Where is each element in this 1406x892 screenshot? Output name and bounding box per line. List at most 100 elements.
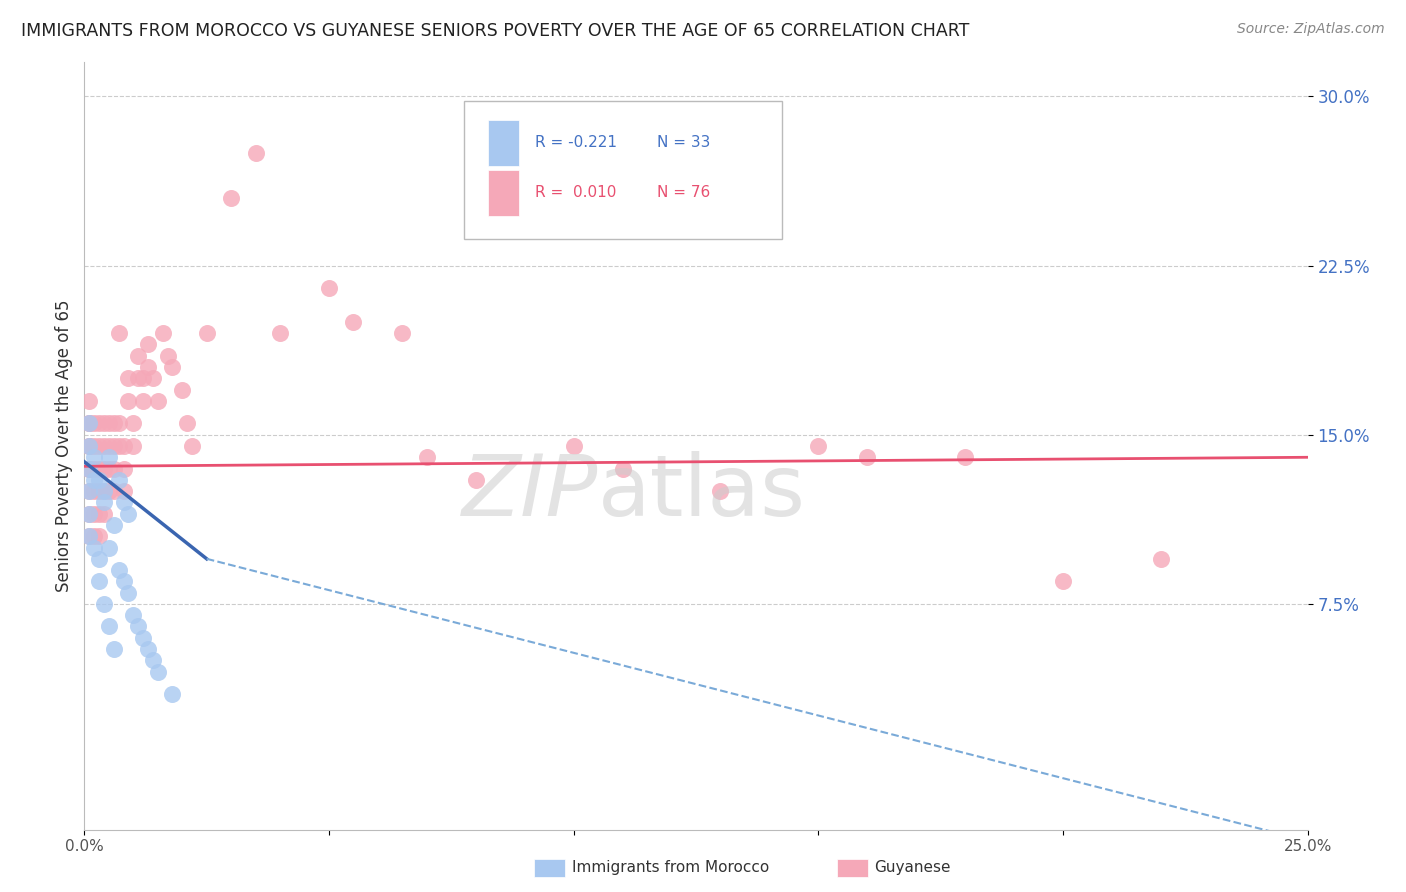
- Point: [132, 631, 155, 645]
- Point: [97, 541, 120, 555]
- Point: [953, 450, 976, 465]
- Text: ZIP: ZIP: [461, 450, 598, 533]
- Point: [83, 507, 105, 521]
- FancyBboxPatch shape: [488, 120, 519, 166]
- Point: [93, 484, 115, 499]
- Point: [142, 371, 165, 385]
- Point: [87, 507, 110, 521]
- Point: [1052, 574, 1074, 589]
- Point: [83, 461, 105, 475]
- Point: [97, 619, 120, 633]
- Point: [152, 326, 174, 341]
- Point: [93, 461, 115, 475]
- Point: [87, 417, 110, 431]
- Point: [391, 326, 413, 341]
- Point: [103, 461, 125, 475]
- Point: [107, 417, 129, 431]
- Point: [97, 417, 120, 431]
- Point: [856, 450, 879, 465]
- Point: [195, 326, 218, 341]
- Point: [146, 665, 169, 679]
- Point: [93, 417, 115, 431]
- Point: [97, 461, 120, 475]
- Point: [136, 359, 159, 374]
- Point: [107, 563, 129, 577]
- Point: [112, 484, 135, 499]
- Point: [77, 529, 100, 543]
- Point: [318, 281, 340, 295]
- Point: [107, 473, 129, 487]
- Point: [1150, 551, 1173, 566]
- Point: [107, 439, 129, 453]
- Point: [117, 507, 139, 521]
- Point: [83, 439, 105, 453]
- FancyBboxPatch shape: [488, 169, 519, 216]
- Point: [112, 574, 135, 589]
- Point: [117, 371, 139, 385]
- Point: [87, 461, 110, 475]
- Point: [142, 653, 165, 667]
- Point: [172, 383, 194, 397]
- Text: R = -0.221: R = -0.221: [534, 136, 616, 151]
- Point: [122, 417, 145, 431]
- Point: [97, 450, 120, 465]
- Point: [103, 484, 125, 499]
- Point: [87, 551, 110, 566]
- Point: [93, 507, 115, 521]
- Point: [87, 529, 110, 543]
- FancyBboxPatch shape: [464, 101, 782, 239]
- Point: [807, 439, 830, 453]
- Point: [136, 642, 159, 657]
- Point: [77, 393, 100, 408]
- Point: [162, 359, 184, 374]
- Point: [103, 642, 125, 657]
- Point: [122, 439, 145, 453]
- Point: [136, 337, 159, 351]
- Point: [77, 439, 100, 453]
- Point: [87, 439, 110, 453]
- Text: R =  0.010: R = 0.010: [534, 186, 616, 201]
- Point: [112, 495, 135, 509]
- Text: atlas: atlas: [598, 450, 806, 533]
- Text: IMMIGRANTS FROM MOROCCO VS GUYANESE SENIORS POVERTY OVER THE AGE OF 65 CORRELATI: IMMIGRANTS FROM MOROCCO VS GUYANESE SENI…: [21, 22, 970, 40]
- Point: [77, 507, 100, 521]
- Point: [103, 439, 125, 453]
- Point: [77, 461, 100, 475]
- Point: [103, 518, 125, 533]
- Text: Source: ZipAtlas.com: Source: ZipAtlas.com: [1237, 22, 1385, 37]
- Point: [77, 507, 100, 521]
- Point: [416, 450, 439, 465]
- Point: [93, 484, 115, 499]
- Point: [83, 541, 105, 555]
- Point: [342, 315, 364, 329]
- Point: [77, 417, 100, 431]
- Point: [269, 326, 291, 341]
- Point: [77, 439, 100, 453]
- Point: [127, 371, 149, 385]
- Text: Guyanese: Guyanese: [875, 861, 950, 875]
- Point: [245, 145, 267, 160]
- Point: [77, 461, 100, 475]
- Point: [77, 417, 100, 431]
- Point: [87, 574, 110, 589]
- Point: [132, 393, 155, 408]
- Point: [93, 439, 115, 453]
- Point: [127, 619, 149, 633]
- Point: [87, 473, 110, 487]
- Point: [77, 529, 100, 543]
- Point: [112, 461, 135, 475]
- Point: [87, 484, 110, 499]
- Point: [77, 417, 100, 431]
- Text: N = 76: N = 76: [657, 186, 710, 201]
- Point: [156, 349, 179, 363]
- Y-axis label: Seniors Poverty Over the Age of 65: Seniors Poverty Over the Age of 65: [55, 300, 73, 592]
- Point: [83, 417, 105, 431]
- Point: [83, 473, 105, 487]
- Point: [162, 687, 184, 701]
- Text: Immigrants from Morocco: Immigrants from Morocco: [572, 861, 769, 875]
- Text: N = 33: N = 33: [657, 136, 710, 151]
- Point: [219, 191, 242, 205]
- Point: [181, 439, 204, 453]
- Point: [117, 393, 139, 408]
- Point: [107, 326, 129, 341]
